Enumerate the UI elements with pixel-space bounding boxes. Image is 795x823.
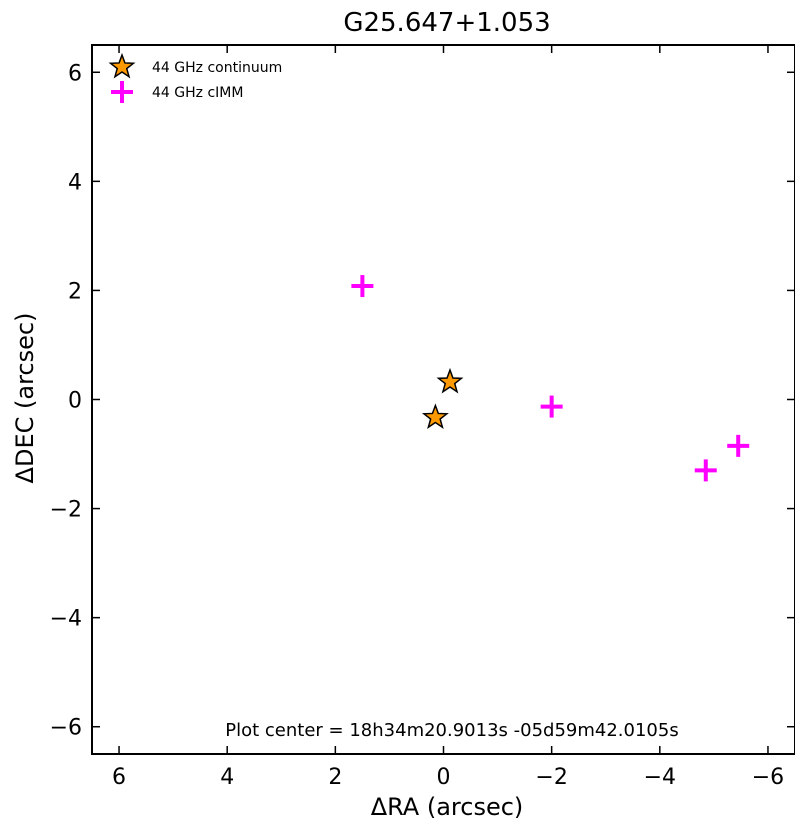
y-tick-label: 0 <box>68 389 82 414</box>
legend-plus-marker <box>111 81 133 103</box>
axis-ticks: 6 4 2 0 −2 −4 −6 6 4 2 0 −2 −4 −6 <box>50 45 795 790</box>
x-tick-label: −2 <box>535 765 567 790</box>
y-tick-label: 4 <box>68 170 82 195</box>
plot-frame <box>91 44 795 755</box>
y-tick-label: 2 <box>68 279 82 304</box>
cimm-plus-point <box>727 434 750 457</box>
x-tick-label: 2 <box>328 765 342 790</box>
x-tick-label: −4 <box>644 765 676 790</box>
legend-label: 44 GHz continuum <box>152 60 282 76</box>
cimm-plus-point <box>694 459 717 482</box>
legend-label: 44 GHz cIMM <box>152 85 243 101</box>
x-tick-label: 4 <box>220 765 234 790</box>
x-tick-label: −6 <box>752 765 784 790</box>
legend-star-marker <box>108 52 136 79</box>
legend: 44 GHz continuum 44 GHz cIMM <box>108 52 282 103</box>
cimm-plus-point <box>540 395 563 418</box>
y-tick-label: 6 <box>68 61 82 86</box>
x-tick-label: 0 <box>437 765 451 790</box>
y-tick-label: −4 <box>50 607 82 632</box>
continuum-star-point <box>436 367 464 394</box>
y-tick-label: −6 <box>50 716 82 741</box>
plot-center-annotation: Plot center = 18h34m20.9013s -05d59m42.0… <box>225 720 678 741</box>
y-axis-label: ΔDEC (arcsec) <box>11 313 39 484</box>
plot-area <box>91 44 795 755</box>
y-tick-label: −2 <box>50 498 82 523</box>
x-axis-label: ΔRA (arcsec) <box>371 793 524 821</box>
cimm-plus-point <box>351 275 374 298</box>
data-marks <box>351 275 750 482</box>
continuum-star-point <box>421 403 449 429</box>
x-tick-label: 6 <box>112 765 126 790</box>
chart-title: G25.647+1.053 <box>343 8 550 38</box>
